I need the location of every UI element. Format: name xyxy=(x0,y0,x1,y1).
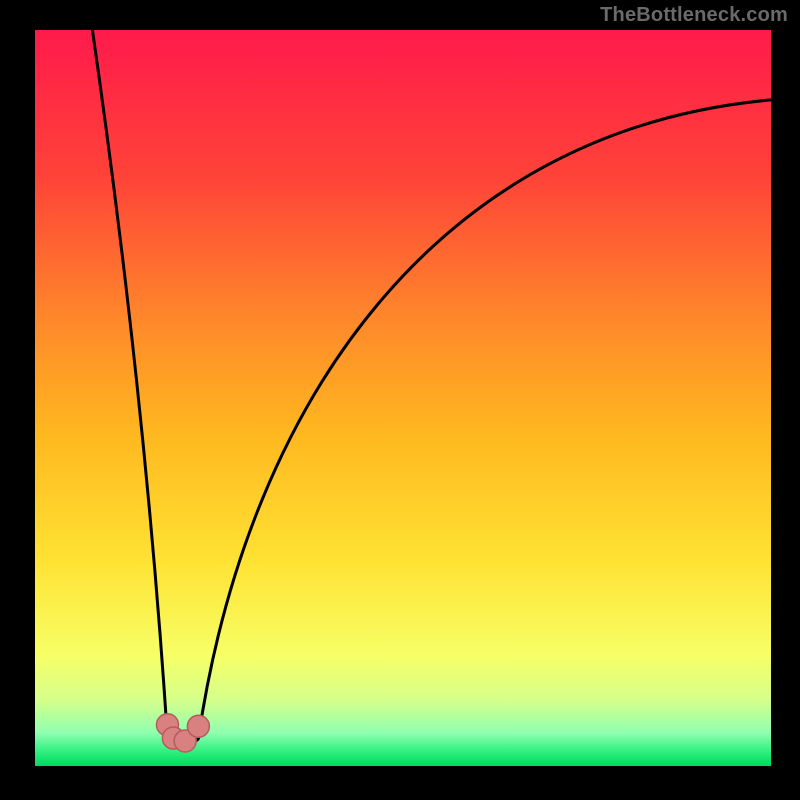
plot-gradient-area xyxy=(35,30,771,766)
watermark-text: TheBottleneck.com xyxy=(600,4,788,27)
chart-container: TheBottleneck.com xyxy=(0,0,800,800)
bottleneck-chart xyxy=(0,0,800,800)
valley-marker xyxy=(187,715,209,737)
